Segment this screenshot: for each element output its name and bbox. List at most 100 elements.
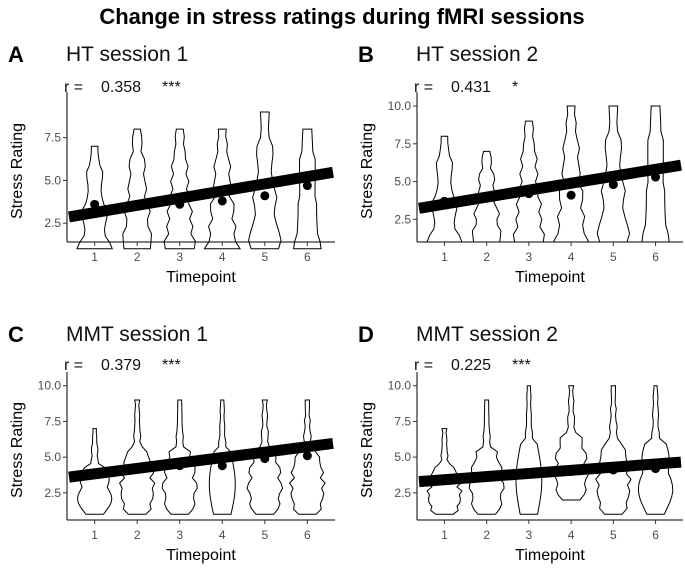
violin-timepoint-4 — [203, 128, 241, 250]
mean-point-2 — [482, 471, 492, 481]
y-tick-label: 2.5 — [394, 212, 411, 226]
significance-stars: * — [512, 79, 518, 96]
mean-point-1 — [439, 196, 449, 206]
violin-timepoint-6 — [641, 105, 670, 243]
y-axis-title: Stress Rating — [359, 402, 376, 498]
x-tick-label: 5 — [261, 528, 268, 542]
r-label: r = — [414, 357, 433, 374]
violin-timepoint-3 — [515, 385, 543, 515]
violin-timepoint-2 — [468, 399, 505, 515]
x-axis-title: Timepoint — [515, 269, 585, 286]
x-tick-label: 3 — [526, 528, 533, 542]
significance-stars: *** — [512, 357, 531, 374]
violin-timepoint-3 — [161, 399, 198, 515]
y-tick-label: 7.5 — [394, 137, 411, 151]
y-axis-title: Stress Rating — [359, 123, 376, 219]
mean-point-2 — [132, 201, 142, 211]
y-axis-title: Stress Rating — [9, 123, 26, 219]
panel-letter: B — [358, 42, 374, 67]
x-tick-label: 6 — [304, 250, 311, 264]
mean-point-5 — [608, 465, 618, 475]
x-tick-label: 1 — [441, 528, 448, 542]
mean-point-1 — [90, 199, 100, 209]
panel-b: B HT session 2 r = 0.431 * 2.5 5.0 7.5 10.0 1 2 3 4 5… — [358, 42, 683, 286]
r-value: 0.431 — [451, 79, 491, 96]
regression-line — [418, 159, 682, 214]
x-tick-label: 1 — [91, 250, 98, 264]
y-tick-label: 7.5 — [44, 131, 61, 145]
mean-point-1 — [90, 468, 100, 478]
x-tick-label: 4 — [219, 528, 226, 542]
r-label: r = — [414, 79, 433, 96]
r-value: 0.358 — [101, 79, 141, 96]
violin-timepoint-6 — [637, 385, 674, 515]
x-tick-label: 1 — [91, 528, 98, 542]
panel-letter: A — [8, 42, 24, 67]
regression-line — [68, 166, 334, 223]
violin-timepoint-5 — [595, 385, 632, 515]
y-tick-label: 10.0 — [38, 379, 62, 393]
significance-stars: *** — [162, 357, 181, 374]
x-tick-label: 3 — [176, 250, 183, 264]
significance-stars: *** — [162, 79, 181, 96]
y-axis-title: Stress Rating — [9, 402, 26, 498]
y-tick-label: 7.5 — [44, 414, 61, 428]
x-axis-title: Timepoint — [166, 269, 236, 286]
panel-letter: D — [358, 322, 374, 347]
panel-title: HT session 1 — [66, 43, 188, 66]
y-tick-label: 2.5 — [44, 216, 61, 230]
panel-letter: C — [8, 322, 24, 347]
mean-point-4 — [566, 190, 576, 200]
mean-point-5 — [260, 191, 270, 201]
x-tick-label: 4 — [219, 250, 226, 264]
violin-timepoint-1 — [426, 428, 463, 515]
mean-point-6 — [302, 181, 312, 191]
y-tick-label: 2.5 — [394, 486, 411, 500]
violin-timepoint-5 — [248, 111, 282, 250]
violin-timepoint-5 — [596, 105, 631, 243]
y-tick-label: 7.5 — [394, 414, 411, 428]
y-tick-label: 2.5 — [44, 486, 61, 500]
r-value: 0.225 — [451, 357, 491, 374]
x-tick-label: 4 — [568, 250, 575, 264]
violin-timepoint-2 — [471, 150, 502, 243]
violin-timepoint-4 — [552, 105, 590, 243]
x-axis-title: Timepoint — [515, 547, 585, 564]
x-tick-label: 6 — [304, 528, 311, 542]
x-tick-label: 5 — [261, 250, 268, 264]
panel-d: D MMT session 2 r = 0.225 *** 2.5 5.0 7.5 10.0 1 2… — [358, 322, 683, 564]
mean-point-4 — [566, 466, 576, 476]
x-tick-label: 2 — [134, 528, 141, 542]
mean-point-5 — [608, 180, 618, 190]
panel-a: A HT session 1 r = 0.358 *** 2.5 5.0 7.5 1 2 3 4 5 6 T… — [8, 42, 335, 286]
x-axis-title: Timepoint — [166, 547, 236, 564]
x-tick-label: 5 — [610, 250, 617, 264]
violin-timepoint-5 — [246, 399, 284, 515]
y-tick-label: 10.0 — [388, 99, 412, 113]
x-tick-label: 2 — [483, 528, 490, 542]
x-tick-label: 4 — [568, 528, 575, 542]
panel-c: C MMT session 1 r = 0.379 *** 2.5 5.0 7.5 10.0 1 2… — [8, 322, 335, 564]
violin-timepoint-2 — [122, 128, 153, 250]
y-tick-label: 5.0 — [44, 450, 61, 464]
x-tick-label: 2 — [483, 250, 490, 264]
violin-timepoint-3 — [163, 128, 196, 250]
violin-timepoint-3 — [512, 120, 545, 243]
panel-title: HT session 2 — [416, 43, 538, 66]
x-tick-label: 6 — [652, 250, 659, 264]
mean-point-4 — [217, 461, 227, 471]
violin-timepoint-4 — [552, 385, 590, 501]
x-tick-label: 5 — [610, 528, 617, 542]
mean-point-5 — [260, 454, 270, 464]
mean-point-3 — [175, 461, 185, 471]
x-tick-label: 2 — [134, 250, 141, 264]
violin-timepoint-1 — [76, 145, 114, 250]
mean-point-1 — [439, 475, 449, 485]
y-tick-label: 5.0 — [44, 173, 61, 187]
mean-point-2 — [482, 193, 492, 203]
violin-timepoint-4 — [208, 399, 236, 515]
x-tick-label: 6 — [652, 528, 659, 542]
violin-timepoint-6 — [288, 399, 326, 515]
regression-line — [68, 437, 334, 483]
panel-title: MMT session 2 — [416, 323, 558, 346]
